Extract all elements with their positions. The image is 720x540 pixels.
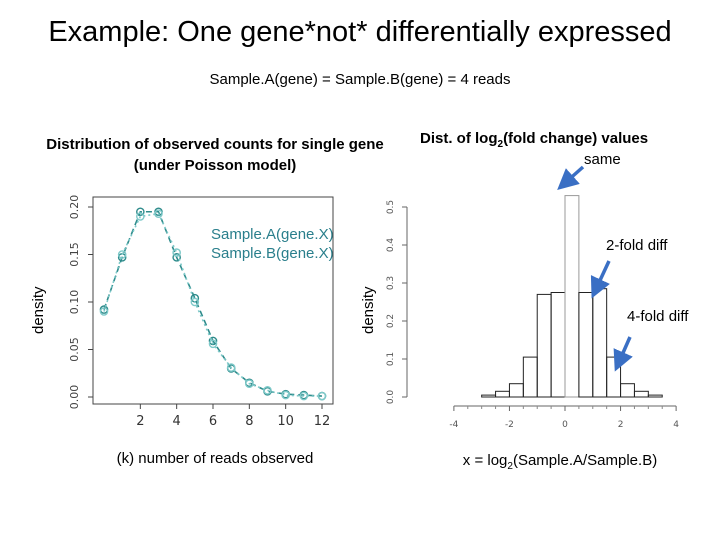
legend-series-a: Sample.A(gene.X) [211,226,334,243]
data-point-b [245,379,254,389]
left-x-tick-label: 6 [209,414,217,429]
left-plot-frame [92,196,334,405]
left-x-tick-label: 8 [245,414,253,429]
data-point-b [299,391,309,401]
right-y-tick-label: 0.2 [386,314,396,328]
histogram-bar [633,390,649,398]
left-y-tick-label: 0.15 [68,242,81,267]
histogram-bar [592,288,608,398]
histogram-bar [606,356,622,398]
data-point-b [190,297,200,307]
histogram-bar [550,292,566,398]
histogram-bar [647,394,663,398]
left-x-axis-label: (k) number of reads observed [116,450,314,467]
right-y-tick-label: 0.3 [386,276,396,290]
data-point-a [208,336,218,346]
right-chart-title-b: (fold change) values [503,130,649,147]
right-x-tick-label: -4 [449,420,458,430]
right-x-tick-label: 0 [562,420,568,430]
left-x-tick-label: 4 [173,414,181,429]
legend-series-b: Sample.B(gene.X) [211,245,334,262]
data-point-b [117,250,127,259]
left-y-tick-label: 0.20 [68,195,81,220]
left-x-tick-label: 10 [277,414,294,429]
four-fold-arrow [613,336,633,372]
histogram-bar [481,394,497,398]
right-x-label-sub: 2 [507,461,513,472]
histogram-bar [495,390,510,398]
right-y-tick-label: 0.1 [386,352,396,366]
histogram-bar [508,383,524,398]
histogram-bar [620,383,635,398]
histogram-bar [578,292,594,398]
right-chart-title-sub: 2 [497,139,504,150]
left-x-tick-label: 12 [314,414,331,429]
histogram-bar [564,195,580,398]
two-fold-arrow [590,260,611,299]
left-y-tick-label: 0.05 [68,337,81,362]
two-fold-annotation: 2-fold diff [606,237,668,254]
right-y-tick-label: 0.4 [386,238,396,253]
data-point-b [99,307,109,316]
data-point-b [154,209,163,218]
right-x-axis-label: x = log2(Sample.A/Sample.B) [430,452,690,472]
data-point-b [226,363,236,372]
histogram-bar [536,293,552,398]
right-chart-title: Dist. of log2(fold change) values [420,128,680,155]
histogram-bar [522,356,538,398]
left-chart-title-line1: Distribution of observed counts for sing… [46,136,384,153]
same-arrow [557,165,585,190]
right-x-tick-label: 4 [673,420,679,430]
right-y-tick-label: 0.0 [386,390,396,405]
left-x-tick-label: 2 [136,414,144,429]
data-point-b [317,391,327,401]
right-x-tick-label: -2 [505,420,514,430]
same-annotation: same [584,151,621,168]
right-x-label-post: (Sample.A/Sample.B) [512,452,658,469]
right-x-tick-label: 2 [618,420,624,430]
left-chart-title-line2: (under Poisson model) [133,157,297,174]
right-chart-title-a: Dist. of log [420,130,498,147]
slide-subtitle: Sample.A(gene) = Sample.B(gene) = 4 read… [209,71,511,88]
series-line-b [103,212,322,397]
right-x-label-pre: x = log [462,452,508,469]
data-point-b [136,212,145,221]
data-point-b [281,390,290,400]
data-point-a [136,207,145,217]
data-point-b [172,248,181,257]
data-point-b [263,386,272,395]
series-line-a [103,210,323,397]
data-point-b [208,339,218,349]
four-fold-annotation: 4-fold diff [627,308,689,325]
left-y-tick-label: 0.10 [68,290,81,315]
slide-title: Example: One gene*not* differentially ex… [48,16,672,48]
right-y-tick-label: 0.5 [386,200,396,214]
data-point-a [172,253,181,262]
left-y-tick-label: 0.00 [68,385,81,410]
left-chart-title: Distribution of observed counts for sing… [20,134,410,176]
